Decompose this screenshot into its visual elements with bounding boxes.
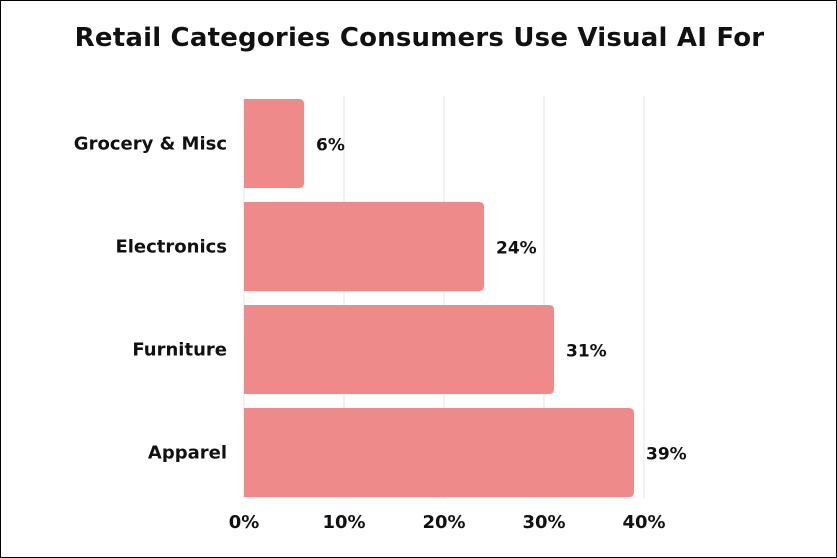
value-label-apparel: 39%	[646, 445, 687, 465]
value-label-electronics: 24%	[496, 239, 537, 259]
category-label-electronics: Electronics	[115, 237, 227, 258]
x-tick-label-40: 40%	[622, 512, 665, 533]
bar-furniture	[244, 305, 554, 394]
category-label-furniture: Furniture	[132, 340, 227, 361]
category-label-apparel: Apparel	[148, 443, 227, 464]
x-tick-label-20: 20%	[422, 512, 465, 533]
category-label-grocery-misc: Grocery & Misc	[74, 134, 227, 155]
value-label-furniture: 31%	[566, 342, 607, 362]
chart-title: Retail Categories Consumers Use Visual A…	[74, 23, 765, 53]
bar-grocery-misc	[244, 99, 304, 188]
value-label-grocery-misc: 6%	[316, 136, 345, 156]
bar-apparel	[244, 408, 634, 497]
x-tick-label-30: 30%	[522, 512, 565, 533]
x-tick-label-10: 10%	[322, 512, 365, 533]
bar-electronics	[244, 202, 484, 291]
x-tick-label-0: 0%	[229, 512, 260, 533]
